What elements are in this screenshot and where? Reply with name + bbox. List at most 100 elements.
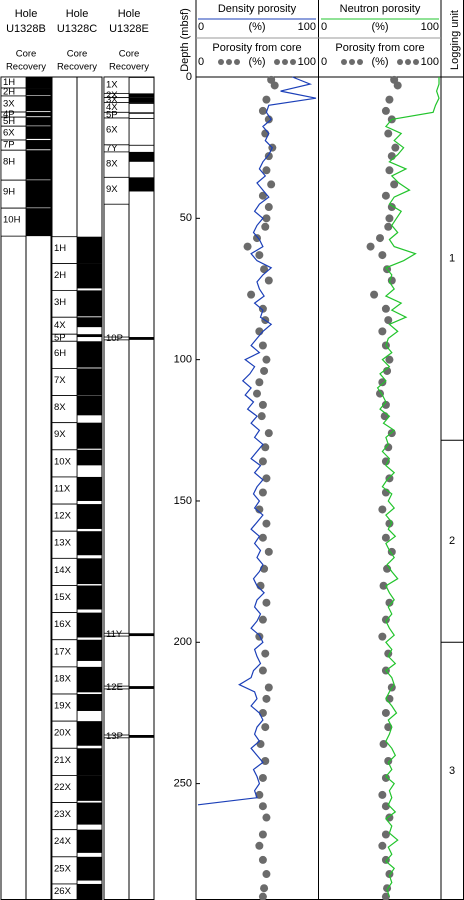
core-label: 5P xyxy=(54,332,66,343)
core-label: 1X xyxy=(106,80,118,91)
core-porosity-point xyxy=(261,222,270,231)
core-porosity-point xyxy=(384,316,393,325)
core-porosity-point xyxy=(262,694,271,703)
core-label: 6X xyxy=(106,124,118,135)
core-porosity-point xyxy=(258,533,267,542)
core-porosity-point xyxy=(379,740,388,749)
core-porosity-point xyxy=(378,251,387,260)
core-porosity-point xyxy=(384,757,393,766)
core-recovery xyxy=(129,633,154,637)
core-interval xyxy=(0,179,27,209)
core-porosity-point xyxy=(267,180,276,189)
legend-dot xyxy=(290,59,296,65)
core-recovery xyxy=(77,856,102,881)
core-recovery xyxy=(129,337,154,340)
core-porosity-point xyxy=(262,870,271,879)
core-recovery xyxy=(77,829,102,853)
x-tick-label: 100 xyxy=(421,56,439,68)
core-label: 11X xyxy=(54,483,71,494)
core-label: 7X xyxy=(54,375,66,386)
x-tick-label: 100 xyxy=(298,21,316,33)
core-label: 9H xyxy=(3,187,15,198)
y-tick-label: 100 xyxy=(174,354,192,366)
core-recovery xyxy=(26,180,51,208)
core-label: 6H xyxy=(54,348,66,359)
core-interval xyxy=(51,585,78,614)
core-porosity-title: Porosity from core xyxy=(335,42,424,54)
core-interval xyxy=(51,263,78,291)
core-recovery xyxy=(77,558,102,585)
y-tick-label: 200 xyxy=(174,636,192,648)
legend-dot xyxy=(274,59,280,65)
core-porosity-point xyxy=(258,830,267,839)
core-porosity-point xyxy=(253,234,261,243)
core-recovery xyxy=(77,341,102,368)
core-porosity-point xyxy=(264,115,273,124)
recovery-label: Recovery xyxy=(6,62,46,73)
core-porosity-point xyxy=(376,234,384,243)
core-porosity-point xyxy=(264,152,273,161)
core-porosity-point xyxy=(253,389,261,398)
core-label: 12E xyxy=(106,682,123,693)
core-recovery xyxy=(77,504,102,529)
core-recovery xyxy=(129,102,154,104)
legend-dot xyxy=(226,59,232,65)
core-porosity-point xyxy=(390,180,399,189)
x-unit: (%) xyxy=(248,56,265,68)
core-porosity-point xyxy=(258,892,267,900)
core-recovery xyxy=(26,88,51,96)
core-label: 15X xyxy=(54,592,72,603)
core-porosity-point xyxy=(260,265,269,274)
core-label: 1H xyxy=(54,243,66,254)
core-label: 24X xyxy=(54,836,72,847)
core-porosity-point xyxy=(385,813,394,822)
track-title: Density porosity xyxy=(218,3,297,15)
core-recovery xyxy=(77,395,102,416)
core-recovery xyxy=(77,422,102,449)
core-porosity-point xyxy=(381,892,390,900)
legend-dot xyxy=(357,59,363,65)
core-recovery xyxy=(77,775,102,801)
core-label: 22X xyxy=(54,782,72,793)
core-recovery xyxy=(129,144,154,146)
core-interval xyxy=(103,176,130,205)
core-label: 9X xyxy=(106,184,118,195)
core-porosity-point xyxy=(261,443,270,452)
core-recovery xyxy=(77,721,102,746)
core-porosity-point xyxy=(381,191,390,200)
x-tick-label: 100 xyxy=(298,56,316,68)
core-porosity-point xyxy=(378,378,387,387)
core-label: 10P xyxy=(106,333,123,344)
core-recovery xyxy=(26,208,51,237)
core-interval xyxy=(51,639,78,668)
core-label: 6X xyxy=(3,128,15,139)
core-porosity-point xyxy=(381,400,390,409)
core-porosity-point xyxy=(257,412,266,421)
core-porosity-point xyxy=(262,813,271,822)
legend-dot xyxy=(341,59,347,65)
core-recovery xyxy=(77,263,102,289)
core-recovery xyxy=(26,95,51,112)
hole-label: Hole xyxy=(66,8,89,20)
core-porosity-point xyxy=(385,355,394,364)
core-label: 2H xyxy=(54,270,66,281)
core-recovery xyxy=(77,802,102,825)
core-label: 21X xyxy=(54,755,72,766)
core-porosity-point xyxy=(258,106,267,115)
core-porosity-point xyxy=(381,304,390,313)
core-porosity-point xyxy=(243,242,252,251)
core-porosity-point xyxy=(381,830,390,839)
core-porosity-point xyxy=(255,841,264,850)
core-recovery xyxy=(77,666,102,693)
core-label: 13P xyxy=(106,731,123,742)
core-recovery xyxy=(129,93,154,98)
x-unit: (%) xyxy=(371,56,388,68)
core-porosity-point xyxy=(247,290,256,299)
core-interval xyxy=(51,693,78,722)
core-label: 4P xyxy=(3,109,15,120)
hole-name: U1328E xyxy=(109,23,149,35)
core-porosity-point xyxy=(385,95,394,104)
core-porosity-point xyxy=(381,708,390,717)
core-recovery xyxy=(26,150,51,180)
core-label: 25X xyxy=(54,863,72,874)
